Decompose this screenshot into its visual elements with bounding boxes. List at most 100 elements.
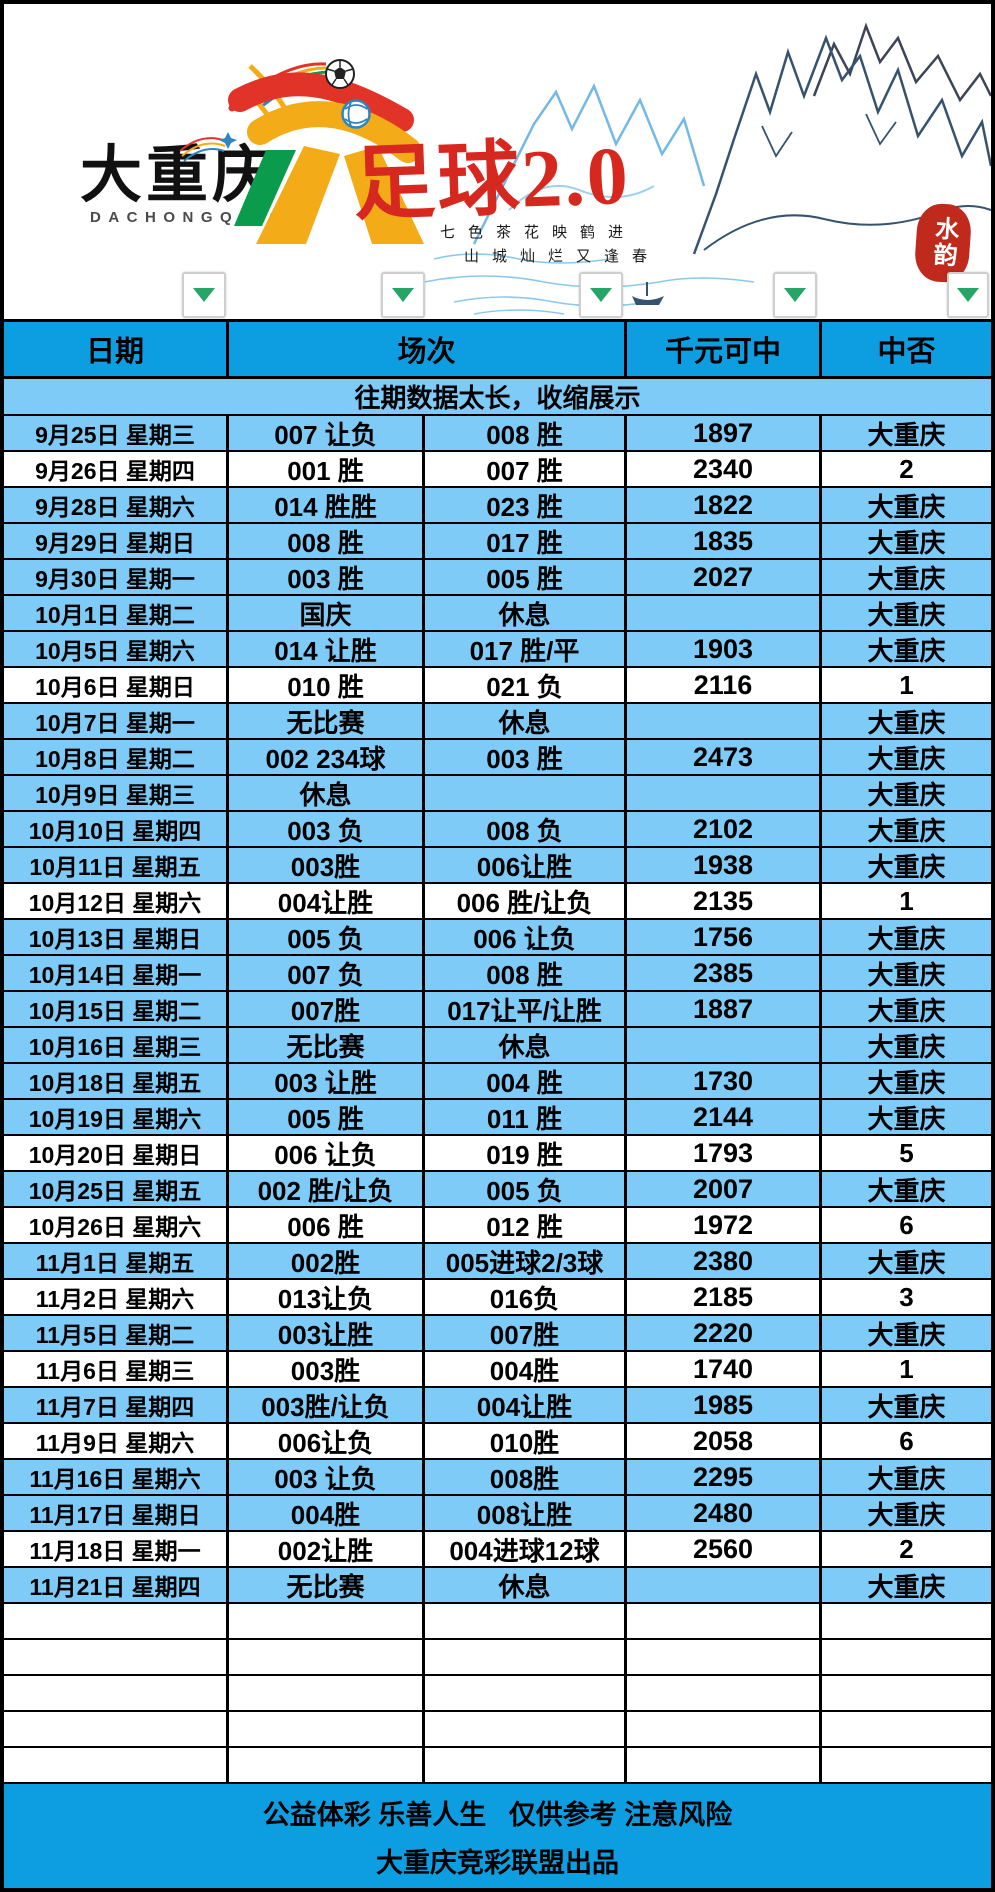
table-row: 11月9日 星期六 006让负 010胜 2058 6 — [4, 1424, 991, 1460]
table-row: 10月11日 星期五 003胜 006让胜 1938 大重庆 — [4, 848, 991, 884]
cell-match-2: 008让胜 — [425, 1496, 627, 1530]
cell-match-1: 003 胜 — [229, 560, 425, 594]
cell-result — [822, 1676, 991, 1710]
cell-match-2: 004让胜 — [425, 1388, 627, 1422]
cell-amount: 2027 — [627, 560, 822, 594]
table-row: 10月15日 星期二 007胜 017让平/让胜 1887 大重庆 — [4, 992, 991, 1028]
cell-result: 大重庆 — [867, 959, 946, 990]
cell-match-2: 006 胜/让负 — [425, 884, 627, 918]
cell-amount — [627, 596, 822, 630]
filter-dropdown-date[interactable] — [182, 272, 226, 318]
cell-date: 11月16日 星期六 — [4, 1460, 229, 1494]
cell-match-1: 013让负 — [229, 1280, 425, 1314]
footer-disclaimer: 公益体彩 乐善人生 仅供参考 注意风险 — [262, 1799, 733, 1830]
cell-match-2 — [425, 1604, 627, 1638]
cell-amount: 1835 — [627, 524, 822, 558]
cell-match-2: 008 负 — [425, 812, 627, 846]
cell-amount: 1756 — [627, 920, 822, 954]
table-header: 日期 场次 千元可中 中否 — [4, 319, 991, 379]
cell-match-2: 017 胜/平 — [425, 632, 627, 666]
cell-match-1 — [229, 1676, 425, 1710]
cell-match-1: 003 负 — [229, 812, 425, 846]
cell-amount — [627, 1640, 822, 1674]
cell-result: 大重庆 — [867, 779, 946, 810]
table-row: 10月9日 星期三 休息 大重庆 — [4, 776, 991, 812]
cell-match-2: 休息 — [425, 596, 627, 630]
table-row: 10月18日 星期五 003 让胜 004 胜 1730 大重庆 — [4, 1064, 991, 1100]
cell-result: 大重庆 — [867, 1067, 946, 1098]
cell-date: 11月21日 星期四 — [4, 1568, 229, 1602]
banner-artwork: 大重庆 DACHONGQING — [80, 22, 991, 315]
cell-match-1: 004让胜 — [229, 884, 425, 918]
cell-amount: 1740 — [627, 1352, 822, 1386]
cell-match-2: 休息 — [425, 1568, 627, 1602]
cell-match-1: 003胜 — [229, 1352, 425, 1386]
table-body: 9月25日 星期三 007 让负 008 胜 1897 大重庆 9月26日 星期四 001 … — [4, 416, 991, 1784]
cell-date: 10月11日 星期五 — [4, 848, 229, 882]
table-row: 11月2日 星期六 013让负 016负 2185 3 — [4, 1280, 991, 1316]
cell-result: 大重庆 — [867, 1499, 946, 1530]
cell-amount — [627, 1604, 822, 1638]
seal-stamp: 水韵 — [915, 203, 971, 283]
cell-date — [4, 1748, 229, 1782]
cell-match-2: 005 胜 — [425, 560, 627, 594]
cell-match-2: 003 胜 — [425, 740, 627, 774]
cell-match-1: 002胜 — [229, 1244, 425, 1278]
filter-dropdown-match-2[interactable] — [579, 272, 623, 318]
cell-match-2: 005 负 — [425, 1172, 627, 1206]
table-row: 11月5日 星期二 003让胜 007胜 2220 大重庆 — [4, 1316, 991, 1352]
slogan-line-2: 山城灿烂又逢春 — [464, 248, 660, 265]
mascot-logo — [228, 59, 424, 244]
table-row: 10月16日 星期三 无比赛 休息 大重庆 — [4, 1028, 991, 1064]
brand-logo-text: 大重庆 — [80, 141, 278, 210]
cell-match-2: 017让平/让胜 — [425, 992, 627, 1026]
table-row: 10月6日 星期日 010 胜 021 负 2116 1 — [4, 668, 991, 704]
cell-date: 10月14日 星期一 — [4, 956, 229, 990]
cell-date — [4, 1712, 229, 1746]
filter-dropdown-amount[interactable] — [773, 272, 817, 318]
cell-match-2: 006 让负 — [425, 920, 627, 954]
filter-dropdown-match-1[interactable] — [381, 272, 425, 318]
cell-match-1: 国庆 — [229, 596, 425, 630]
cell-match-1: 014 让胜 — [229, 632, 425, 666]
cell-match-1: 003胜 — [229, 848, 425, 882]
table-row: 10月7日 星期一 无比赛 休息 大重庆 — [4, 704, 991, 740]
table-row: 9月30日 星期一 003 胜 005 胜 2027 大重庆 — [4, 560, 991, 596]
cell-amount: 1897 — [627, 416, 822, 450]
cell-result: 6 — [899, 1425, 914, 1456]
chevron-down-icon — [784, 288, 806, 302]
table-row: 10月5日 星期六 014 让胜 017 胜/平 1903 大重庆 — [4, 632, 991, 668]
cell-match-2: 005进球2/3球 — [425, 1244, 627, 1278]
table-row: 10月12日 星期六 004让胜 006 胜/让负 2135 1 — [4, 884, 991, 920]
footer-publisher: 大重庆竞彩联盟出品 — [376, 1847, 619, 1878]
cell-match-1: 003 让负 — [229, 1460, 425, 1494]
cell-match-2: 017 胜 — [425, 524, 627, 558]
cell-date: 10月15日 星期二 — [4, 992, 229, 1026]
table-row: 11月7日 星期四 003胜/让负 004让胜 1985 大重庆 — [4, 1388, 991, 1424]
cell-match-2: 008胜 — [425, 1460, 627, 1494]
table-row: 11月21日 星期四 无比赛 休息 大重庆 — [4, 1568, 991, 1604]
cell-date: 11月7日 星期四 — [4, 1388, 229, 1422]
column-header-amount: 千元可中 — [627, 322, 822, 376]
filter-dropdown-result[interactable] — [947, 272, 989, 318]
cell-date: 9月29日 星期日 — [4, 524, 229, 558]
cell-result: 大重庆 — [867, 491, 946, 522]
footer-banner: 公益体彩 乐善人生 仅供参考 注意风险 大重庆竞彩联盟出品 — [4, 1784, 991, 1888]
cell-match-1: 休息 — [229, 776, 425, 810]
chevron-down-icon — [193, 288, 215, 302]
cell-match-2: 006让胜 — [425, 848, 627, 882]
cell-amount — [627, 1748, 822, 1782]
cell-match-1 — [229, 1640, 425, 1674]
cell-match-2: 012 胜 — [425, 1208, 627, 1242]
cell-date: 11月1日 星期五 — [4, 1244, 229, 1278]
page-title: 足球2.0 — [352, 130, 632, 231]
cell-date — [4, 1676, 229, 1710]
collapsed-history-notice: 往期数据太长，收缩展示 — [4, 379, 991, 416]
cell-amount: 2144 — [627, 1100, 822, 1134]
cell-amount: 2007 — [627, 1172, 822, 1206]
cell-amount: 2295 — [627, 1460, 822, 1494]
cell-amount — [627, 1712, 822, 1746]
cell-amount: 2473 — [627, 740, 822, 774]
table-row: 10月20日 星期日 006 让负 019 胜 1793 5 — [4, 1136, 991, 1172]
